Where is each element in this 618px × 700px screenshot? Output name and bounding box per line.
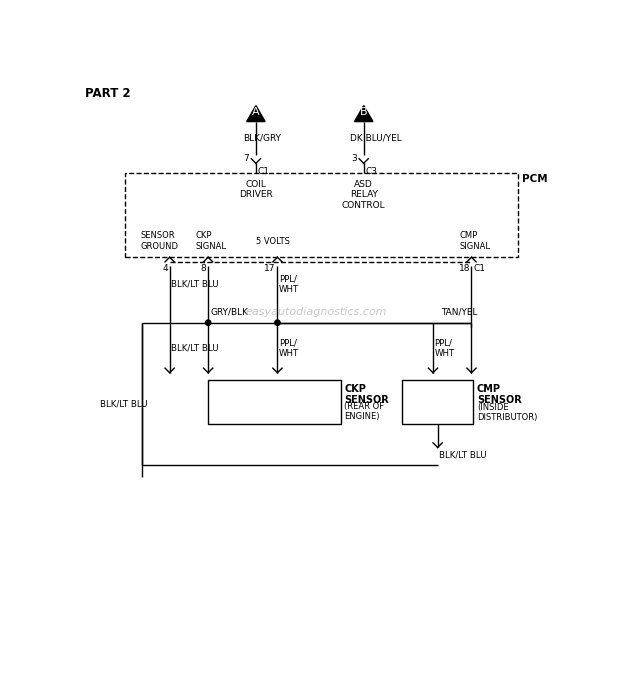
Text: 18: 18 (459, 264, 470, 273)
Polygon shape (355, 106, 373, 122)
Text: BLK/GRY: BLK/GRY (243, 134, 282, 142)
Text: easyautodiagnostics.com: easyautodiagnostics.com (246, 307, 387, 317)
Text: (INSIDE
DISTRIBUTOR): (INSIDE DISTRIBUTOR) (477, 403, 537, 423)
Text: B: B (360, 107, 368, 118)
Text: C3: C3 (365, 167, 377, 176)
Text: C1: C1 (258, 167, 269, 176)
Bar (402, 379, 473, 424)
Text: GRY/BLK: GRY/BLK (211, 307, 248, 316)
Text: 17: 17 (265, 264, 276, 273)
Bar (208, 379, 341, 424)
Text: DK BLU/YEL: DK BLU/YEL (350, 134, 402, 142)
Circle shape (275, 320, 280, 326)
Text: CKP
SIGNAL: CKP SIGNAL (196, 232, 227, 251)
Text: PPL/
WHT: PPL/ WHT (434, 338, 455, 358)
Text: BLK/LT BLU: BLK/LT BLU (439, 451, 487, 460)
Text: CMP
SENSOR: CMP SENSOR (477, 384, 522, 405)
Text: SENSOR
GROUND: SENSOR GROUND (140, 232, 179, 251)
Text: 3: 3 (351, 153, 357, 162)
Text: BLK/LT BLU: BLK/LT BLU (171, 280, 219, 288)
Text: (REAR OF
ENGINE): (REAR OF ENGINE) (344, 402, 384, 421)
Text: 8: 8 (201, 264, 206, 273)
Bar (125, 172, 518, 258)
Text: ASD
RELAY
CONTROL: ASD RELAY CONTROL (342, 180, 386, 210)
Text: C1: C1 (473, 264, 485, 273)
Text: A: A (252, 107, 260, 118)
Text: 4: 4 (163, 264, 168, 273)
Text: BLK/LT BLU: BLK/LT BLU (100, 399, 148, 408)
Text: PPL/
WHT: PPL/ WHT (279, 338, 299, 358)
Text: PPL/
WHT: PPL/ WHT (279, 274, 299, 294)
Text: COIL
DRIVER: COIL DRIVER (239, 180, 273, 200)
Text: BLK/LT BLU: BLK/LT BLU (171, 344, 219, 353)
Text: CMP
SIGNAL: CMP SIGNAL (460, 232, 491, 251)
Circle shape (205, 320, 211, 326)
Text: PCM: PCM (522, 174, 547, 183)
Text: PART 2: PART 2 (85, 87, 130, 99)
Polygon shape (247, 106, 265, 122)
Text: TAN/YEL: TAN/YEL (441, 307, 477, 316)
Text: 5 VOLTS: 5 VOLTS (256, 237, 290, 246)
Text: CKP
SENSOR: CKP SENSOR (344, 384, 389, 405)
Text: 7: 7 (243, 153, 249, 162)
